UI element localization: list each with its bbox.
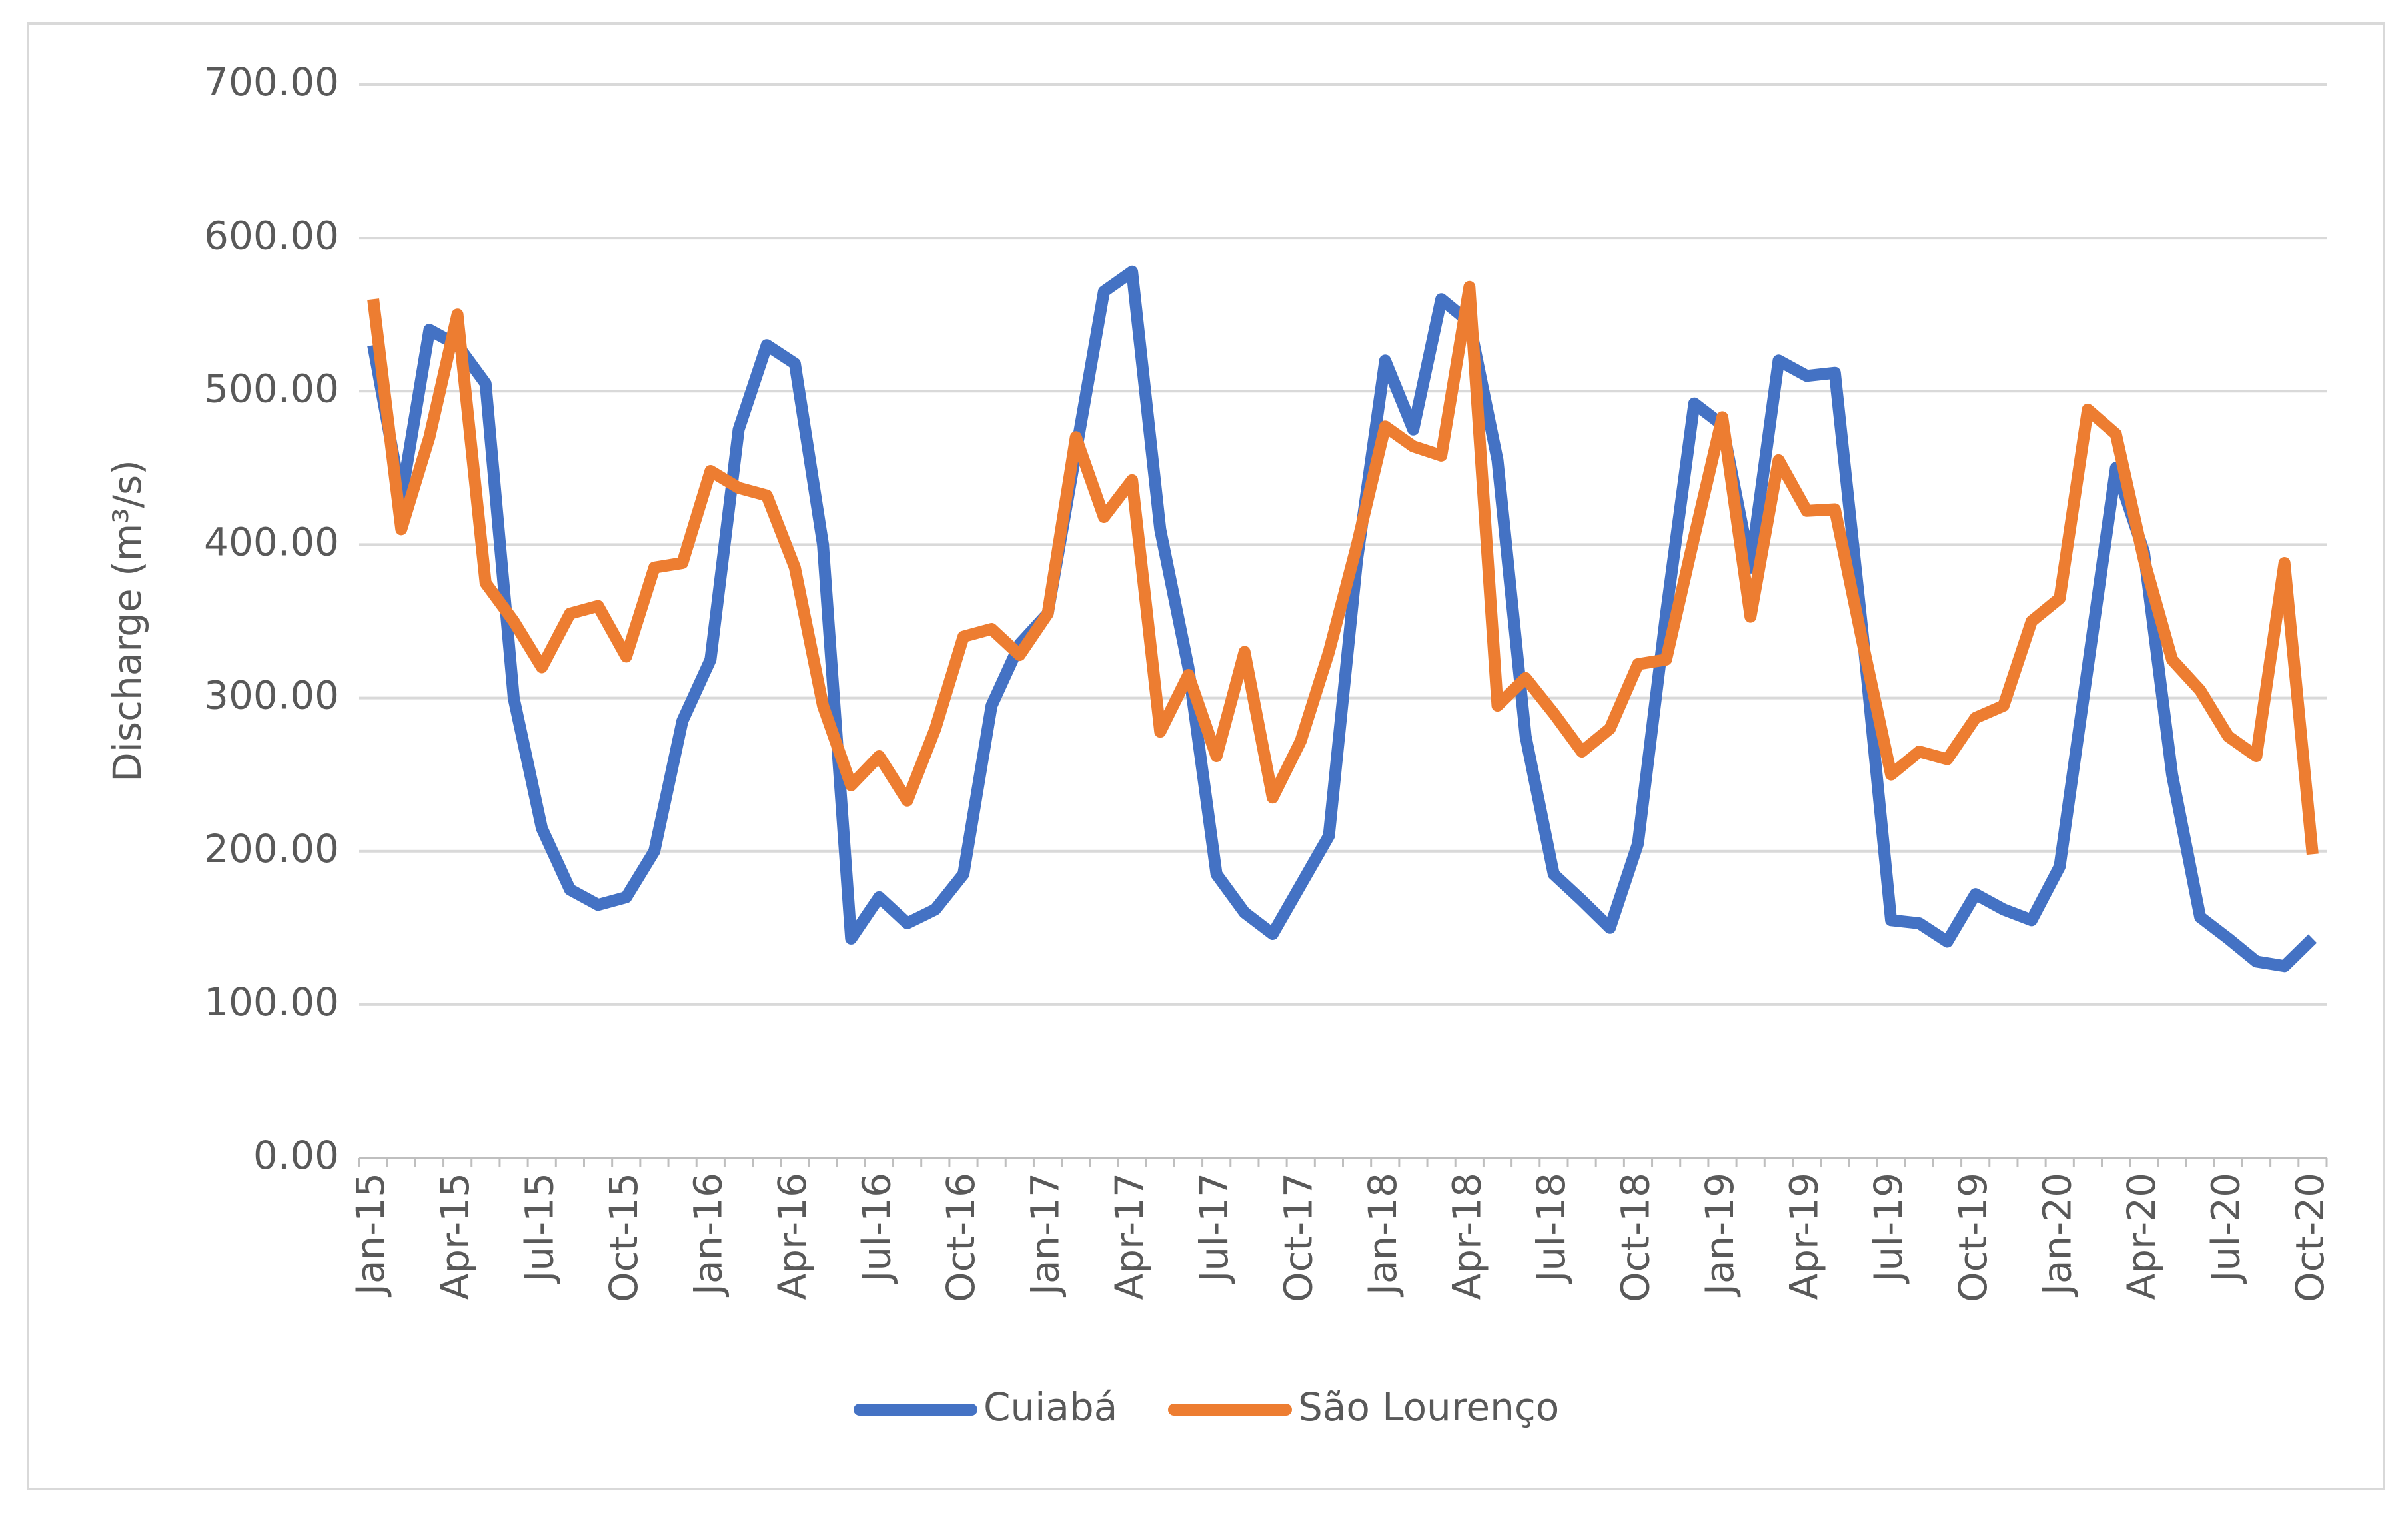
x-tick-label: Jan-15 (348, 1173, 393, 1297)
y-tick-label: 0.00 (253, 1133, 339, 1178)
y-axis-label: Discharge (m³/s) (105, 460, 150, 782)
y-tick-label: 500.00 (204, 366, 339, 411)
x-tick-label: Apr-15 (432, 1173, 478, 1300)
x-tick-label: Oct-19 (1950, 1173, 1996, 1302)
x-tick-label: Jul-17 (1191, 1173, 1237, 1284)
x-tick-label: Oct-17 (1275, 1173, 1321, 1302)
x-tick-label: Apr-17 (1107, 1173, 1152, 1300)
x-tick-label: Jan-16 (685, 1173, 730, 1297)
x-tick-label: Oct-15 (601, 1173, 646, 1302)
x-tick-label: Jul-15 (516, 1173, 562, 1284)
x-tick-label: Jul-19 (1866, 1173, 1911, 1284)
y-tick-label: 100.00 (204, 979, 339, 1025)
y-tick-label: 300.00 (204, 673, 339, 718)
y-tick-label: 600.00 (204, 213, 339, 258)
x-tick-label: Apr-19 (1782, 1173, 1827, 1300)
x-tick-label: Apr-18 (1444, 1173, 1489, 1300)
legend-label: São Lourenço (1298, 1384, 1559, 1430)
x-tick-label: Oct-16 (938, 1173, 983, 1302)
x-tick-label: Apr-16 (770, 1173, 815, 1300)
y-tick-label: 700.00 (204, 59, 339, 105)
x-tick-label: Jul-16 (854, 1173, 900, 1284)
y-tick-label: 200.00 (204, 826, 339, 871)
series-line (367, 280, 2319, 855)
x-tick-label: Oct-18 (1613, 1173, 1658, 1302)
y-tick-label: 400.00 (204, 520, 339, 565)
x-tick-label: Jan-18 (1360, 1173, 1405, 1297)
legend-label: Cuiabá (983, 1384, 1117, 1430)
x-tick-label: Apr-20 (2119, 1173, 2164, 1300)
series-line (367, 265, 2317, 973)
x-tick-label: Jul-20 (2203, 1173, 2248, 1284)
x-tick-label: Jan-20 (2034, 1173, 2080, 1297)
x-tick-label: Jan-19 (1697, 1173, 1742, 1297)
x-tick-label: Jul-18 (1528, 1173, 1574, 1284)
x-tick-label: Oct-20 (2287, 1173, 2333, 1302)
x-tick-label: Jan-17 (1023, 1173, 1068, 1297)
